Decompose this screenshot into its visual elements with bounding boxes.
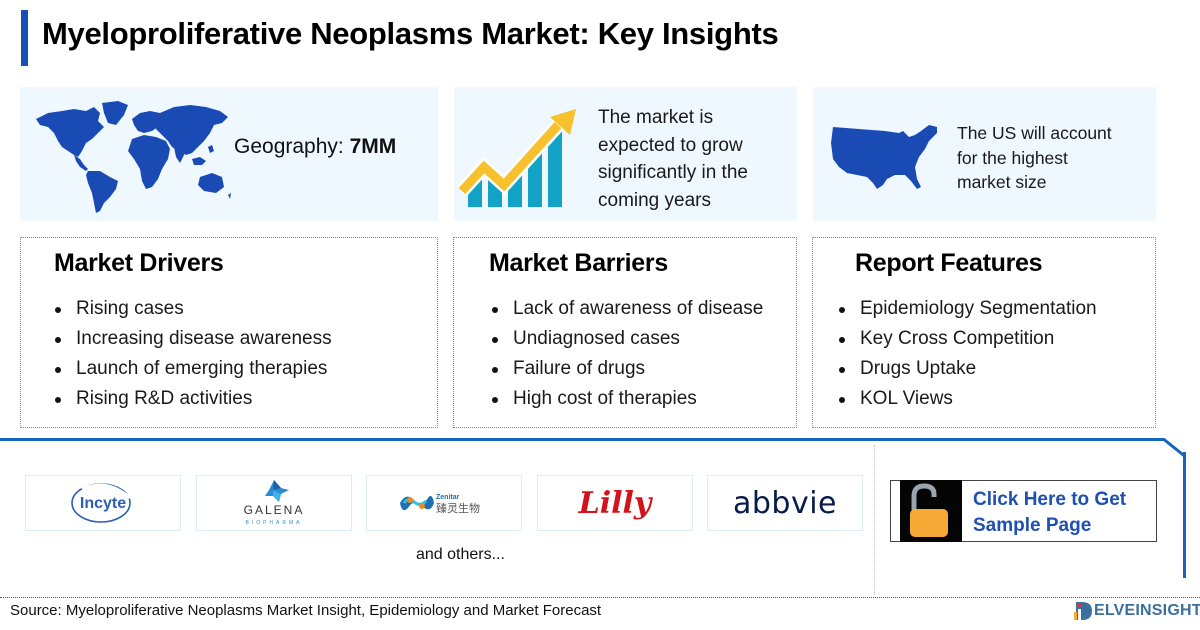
market-barriers-box: Market Barriers Lack of awareness of dis… <box>453 237 797 428</box>
list-item: Key Cross Competition <box>839 324 1097 354</box>
logo-incyte: Incyte <box>25 475 181 531</box>
growth-text: The market is expected to grow significa… <box>598 107 748 211</box>
geography-text: Geography: 7MM <box>234 135 396 159</box>
galena-logo-icon: GALENA BIOPHARMA <box>244 480 305 526</box>
source-text: Source: Myeloproliferative Neoplasms Mar… <box>10 602 602 619</box>
list-item: Increasing disease awareness <box>55 324 332 354</box>
band-right-line <box>1183 452 1186 578</box>
list-item: KOL Views <box>839 384 1097 414</box>
page-title: Myeloproliferative Neoplasms Market: Key… <box>42 16 779 51</box>
band-top-line <box>0 438 1163 441</box>
svg-text:Incyte: Incyte <box>80 495 126 512</box>
vertical-divider <box>874 445 875 595</box>
delveinsight-text: ELVEINSIGHT <box>1094 602 1200 619</box>
market-drivers-box: Market Drivers Rising cases Increasing d… <box>20 237 438 428</box>
logo-zenitar: Zenitar 臻灵生物 <box>366 475 522 531</box>
insight-card-us: The US will account for the highest mark… <box>813 87 1156 221</box>
title-accent-bar <box>21 10 28 66</box>
get-sample-page-button[interactable]: Click Here to Get Sample Page <box>890 480 1157 542</box>
report-features-title: Report Features <box>855 249 1043 277</box>
cta-label: Click Here to Get Sample Page <box>973 489 1127 536</box>
us-text: The US will account for the highest mark… <box>957 123 1112 192</box>
geography-label: Geography: <box>234 135 344 158</box>
growth-chart-icon <box>458 109 576 207</box>
list-item: Rising R&D activities <box>55 384 332 414</box>
list-item: Launch of emerging therapies <box>55 354 332 384</box>
list-item: Failure of drugs <box>492 354 763 384</box>
insight-card-growth: The market is expected to grow significa… <box>454 87 797 221</box>
market-barriers-title: Market Barriers <box>489 249 668 277</box>
logo-lilly: Lilly <box>537 475 693 531</box>
list-item: Rising cases <box>55 294 332 324</box>
svg-text:GALENA: GALENA <box>244 503 305 517</box>
unlock-icon <box>900 480 962 542</box>
lilly-logo-text: Lilly <box>578 485 652 521</box>
delveinsight-d-icon <box>1074 602 1092 620</box>
market-drivers-list: Rising cases Increasing disease awarenes… <box>55 294 332 414</box>
geography-value: 7MM <box>349 135 397 158</box>
market-drivers-title: Market Drivers <box>54 249 224 277</box>
list-item: Lack of awareness of disease <box>492 294 763 324</box>
svg-text:臻灵生物: 臻灵生物 <box>436 501 480 515</box>
logo-abbvie: abbvie <box>707 475 863 531</box>
market-barriers-list: Lack of awareness of disease Undiagnosed… <box>492 294 763 414</box>
list-item: Drugs Uptake <box>839 354 1097 384</box>
and-others-label: and others... <box>416 546 505 563</box>
svg-text:BIOPHARMA: BIOPHARMA <box>245 520 302 526</box>
footer-divider <box>0 597 1200 598</box>
insight-card-geography: Geography: 7MM <box>20 87 438 221</box>
list-item: High cost of therapies <box>492 384 763 414</box>
report-features-box: Report Features Epidemiology Segmentatio… <box>812 237 1156 428</box>
logo-galena: GALENA BIOPHARMA <box>196 475 352 531</box>
list-item: Undiagnosed cases <box>492 324 763 354</box>
world-map-icon <box>36 101 231 213</box>
svg-text:Zenitar: Zenitar <box>436 494 460 501</box>
incyte-logo-icon: Incyte <box>71 483 132 523</box>
abbvie-logo-text: abbvie <box>732 485 837 521</box>
list-item: Epidemiology Segmentation <box>839 294 1097 324</box>
report-features-list: Epidemiology Segmentation Key Cross Comp… <box>839 294 1097 414</box>
delveinsight-logo: ELVEINSIGHT <box>1072 600 1200 622</box>
us-map-icon <box>831 125 937 189</box>
zenitar-logo-icon: Zenitar 臻灵生物 <box>400 494 480 515</box>
